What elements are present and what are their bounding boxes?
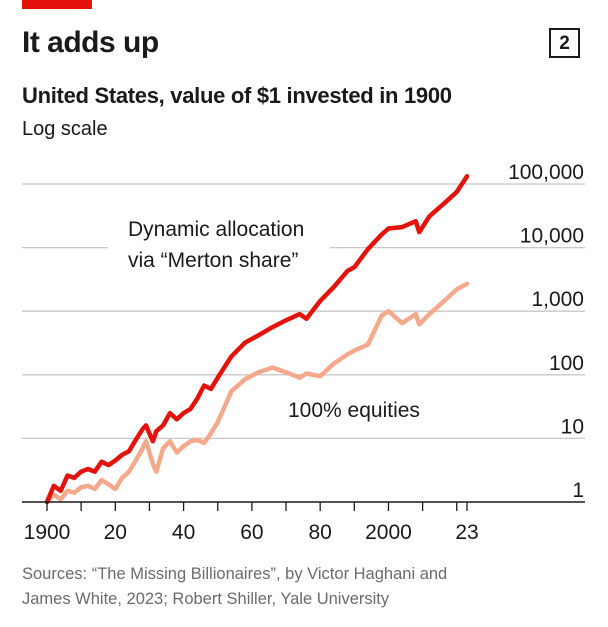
chart-subtitle: United States, value of $1 invested in 1…: [22, 83, 452, 108]
line-chart: 1 10 100 1,000 10,000 100,000 Dynamic allocati…: [22, 161, 585, 544]
chart-number-badge: 2: [549, 28, 580, 58]
dynamic-allocation-line: [44, 174, 470, 505]
x-tick-label: 20: [104, 521, 127, 544]
y-tick-label: 1,000: [531, 288, 584, 311]
y-tick-label: 100,000: [508, 161, 584, 184]
x-tick-label: 80: [308, 521, 331, 544]
x-tick-label: 23: [455, 521, 478, 544]
series-label-backdrop: [108, 210, 330, 280]
x-tick-label: 1900: [24, 521, 71, 544]
source-line-1: Sources: “The Missing Billionaires”, by …: [22, 565, 448, 583]
y-tick-label: 1: [572, 479, 584, 502]
chart-title: It adds up: [22, 26, 159, 59]
y-tick-label: 10,000: [520, 225, 584, 248]
x-tick-label: 60: [240, 521, 263, 544]
source-note: Sources: “The Missing Billionaires”, by …: [22, 562, 582, 612]
brand-accent-bar: [22, 0, 92, 9]
y-tick-label: 10: [561, 415, 584, 438]
x-tick-label: 40: [172, 521, 195, 544]
x-tick-label: 2000: [365, 521, 412, 544]
y-tick-label: 100: [549, 352, 584, 375]
source-line-2: James White, 2023; Robert Shiller, Yale …: [22, 590, 390, 608]
equities-series-label: 100% equities: [288, 399, 420, 422]
dynamic-series-label: via “Merton share”: [128, 249, 298, 272]
dynamic-series-label: Dynamic allocation: [128, 218, 304, 241]
scale-note: Log scale: [22, 118, 108, 140]
equities-line: [44, 281, 470, 505]
